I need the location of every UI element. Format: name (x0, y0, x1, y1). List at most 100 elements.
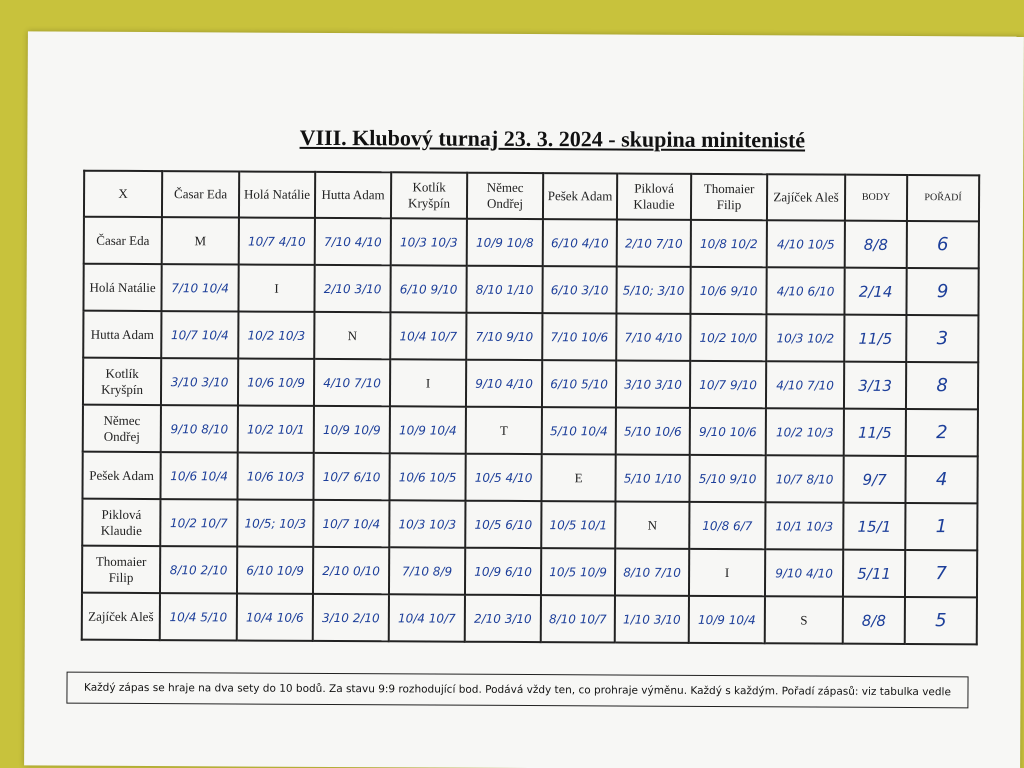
diagonal-letter: N (314, 311, 391, 360)
player-name: Němec Ondřej (82, 404, 161, 453)
score-cell: 10/9 10/9 (313, 405, 390, 454)
header-cell: Němec Ondřej (466, 172, 544, 220)
score-cell: 10/9 10/4 (688, 595, 765, 644)
score-cell: 5/10 1/10 (615, 454, 690, 502)
score-cell: 15/1 (843, 502, 906, 550)
score-cell: 10/5; 10/3 (237, 499, 314, 547)
score-cell: 2/10 0/10 (312, 546, 390, 595)
score-cell: 7/10 8/9 (388, 547, 466, 595)
score-cell: 6/10 10/9 (236, 546, 314, 594)
score-cell: 10/7 4/10 (238, 217, 315, 265)
diagonal-letter: M (161, 217, 239, 265)
player-row: Časar Eda M 10/7 4/10 7/10 4/10 10/3 10/3 10/… (83, 216, 979, 269)
score-cell: 10/3 10/3 (390, 218, 467, 266)
score-cell: 10/8 10/2 (690, 219, 767, 268)
score-cell: 2/10 7/10 (616, 219, 691, 267)
score-cell: 10/7 9/10 (689, 360, 767, 409)
score-cell: 9/7 (843, 455, 906, 503)
score-cell: 10/6 10/5 (389, 453, 466, 501)
score-cell: 5/10 9/10 (689, 454, 766, 503)
score-cell: 7/10 4/10 (314, 217, 391, 266)
diagonal-letter: N (615, 501, 690, 549)
score-cell: 10/6 10/3 (237, 452, 314, 500)
score-cell: 10/8 6/7 (689, 501, 766, 550)
player-row: Holá Natálie 7/10 10/4 I 2/10 3/10 6/10 9/10… (83, 263, 979, 316)
score-cell: 10/7 10/4 (161, 311, 239, 359)
score-cell: 10/5 4/10 (465, 453, 542, 502)
score-cell: 4/10 6/10 (766, 267, 845, 315)
score-cell: 10/3 10/2 (766, 314, 845, 362)
score-cell: 9/10 4/10 (465, 359, 543, 408)
header-cell: Pešek Adam (542, 173, 618, 220)
header-cell: Zajíček Aleš (766, 174, 846, 221)
score-cell: 3/10 3/10 (615, 360, 691, 408)
score-cell: 9/10 8/10 (160, 405, 238, 453)
player-row: Kotlík Kryšpín 3/10 3/10 10/6 10/9 4/10 7/1… (82, 357, 979, 410)
score-cell: 6/10 5/10 (541, 360, 617, 408)
score-cell: 8/8 (842, 596, 905, 644)
score-cell: 10/9 10/4 (389, 406, 466, 454)
score-cell: 11/5 (843, 408, 906, 456)
score-cell: 9 (906, 268, 979, 316)
results-table: X Časar Eda Holá Natálie Hutta Adam Kotlík K… (81, 170, 980, 646)
score-cell: 2 (905, 409, 978, 457)
score-cell: 10/2 10/1 (237, 405, 314, 453)
player-name: Thomaier Filip (81, 545, 161, 594)
document-title: VIII. Klubový turnaj 23. 3. 2024 - skupi… (299, 124, 806, 153)
score-cell: 2/14 (844, 267, 907, 316)
score-cell: 10/2 10/0 (690, 313, 767, 362)
score-cell: 8 (905, 362, 979, 410)
score-cell: 10/6 10/9 (237, 358, 315, 406)
footer-note: Každý zápas se hraje na dva sety do 10 b… (66, 671, 969, 709)
header-cell: POŘADÍ (906, 175, 980, 222)
player-row: Pešek Adam 10/6 10/4 10/6 10/3 10/7 6/10 10/… (82, 451, 978, 504)
score-cell: 10/5 10/9 (540, 548, 616, 596)
header-cell: Kotlík Kryšpín (390, 172, 468, 219)
score-cell: 3/10 3/10 (160, 358, 239, 406)
score-cell: 6/10 3/10 (542, 266, 617, 314)
score-cell: 10/9 10/8 (466, 218, 543, 267)
header-cell: Holá Natálie (238, 171, 316, 218)
score-cell: 10/6 10/4 (160, 452, 238, 500)
score-cell: 10/9 6/10 (464, 547, 542, 596)
score-cell: 2/10 3/10 (464, 594, 541, 643)
player-row: Zajíček Aleš 10/4 5/10 10/4 10/6 3/10 2/10 1… (81, 592, 977, 645)
score-cell: 7/10 4/10 (616, 313, 691, 361)
score-cell: 8/10 7/10 (614, 548, 690, 596)
diagonal-letter: I (688, 548, 766, 597)
score-cell: 7/10 10/6 (542, 313, 617, 361)
score-cell: 1/10 3/10 (614, 595, 689, 643)
diagonal-letter: E (541, 454, 616, 502)
score-cell: 6/10 9/10 (390, 265, 467, 313)
score-cell: 7/10 9/10 (466, 312, 543, 361)
player-name: Kotlík Kryšpín (82, 357, 162, 406)
score-cell: 7 (904, 549, 978, 598)
score-cell: 9/10 10/6 (689, 407, 766, 456)
score-cell: 5/10; 3/10 (616, 266, 691, 314)
diagonal-letter: I (389, 359, 467, 407)
score-cell: 6/10 4/10 (542, 219, 617, 267)
score-cell: 2/10 3/10 (314, 264, 391, 313)
score-cell: 10/5 6/10 (465, 500, 542, 549)
score-cell: 4/10 10/5 (766, 220, 845, 268)
score-cell: 11/5 (844, 314, 907, 363)
diagonal-letter: S (764, 596, 843, 644)
score-cell: 3/13 (843, 361, 907, 410)
score-cell: 10/4 5/10 (159, 593, 237, 641)
header-cell: Thomaier Filip (690, 173, 768, 221)
score-cell: 10/2 10/3 (238, 311, 315, 359)
score-cell: 7/10 10/4 (161, 264, 239, 312)
score-cell: 10/4 10/7 (388, 594, 465, 642)
player-name: Holá Natálie (83, 263, 162, 312)
score-cell: 10/7 10/4 (313, 499, 390, 548)
player-row: Hutta Adam 10/7 10/4 10/2 10/3 N 10/4 10/7 7/… (83, 310, 979, 363)
score-cell: 5/11 (842, 549, 906, 597)
score-cell: 1 (905, 502, 978, 551)
score-cell: 9/10 4/10 (764, 549, 844, 597)
player-name: Pešek Adam (82, 451, 161, 500)
score-cell: 8/10 2/10 (159, 546, 238, 594)
header-cell: Piklová Klaudie (616, 173, 692, 220)
score-cell: 8/8 (844, 220, 907, 269)
score-cell: 5/10 10/4 (541, 407, 616, 455)
